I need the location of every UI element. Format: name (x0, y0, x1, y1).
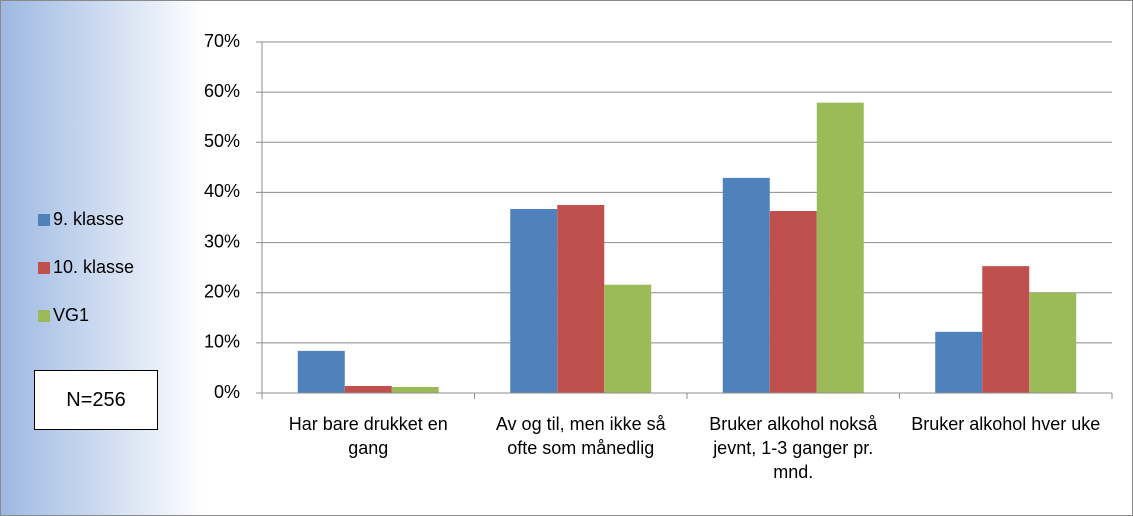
legend-label: 10. klasse (53, 257, 134, 277)
y-tick-label: 0% (214, 382, 240, 402)
x-tick-label: Av og til, men ikke så ofte som månedlig (495, 414, 666, 458)
annotation: N=256 (34, 370, 158, 430)
y-tick-label: 60% (204, 81, 240, 101)
bar (510, 208, 558, 393)
legend-label: VG1 (53, 305, 89, 325)
bar (297, 350, 345, 393)
bar (982, 266, 1030, 393)
y-tick-label: 70% (204, 31, 240, 51)
bar (769, 210, 817, 393)
legend-swatch (38, 214, 50, 226)
bar (344, 385, 392, 393)
bar (722, 177, 770, 393)
y-tick-label: 30% (204, 231, 240, 251)
y-tick-label: 10% (204, 332, 240, 352)
bar (935, 331, 983, 393)
legend-swatch (38, 310, 50, 322)
y-tick-label: 20% (204, 281, 240, 301)
bar (816, 102, 864, 394)
x-tick-label: Har bare drukket en gang (288, 414, 448, 458)
bar (557, 204, 605, 393)
x-tick-label: Bruker alkohol nokså jevnt, 1-3 ganger p… (709, 414, 878, 482)
bar (391, 386, 439, 393)
y-tick-label: 50% (204, 131, 240, 151)
legend-swatch (38, 262, 50, 274)
legend-label: 9. klasse (53, 209, 124, 229)
y-tick-label: 40% (204, 181, 240, 201)
bar (1029, 292, 1077, 393)
x-tick-label: Bruker alkohol hver uke (911, 414, 1101, 434)
bar (604, 284, 652, 393)
